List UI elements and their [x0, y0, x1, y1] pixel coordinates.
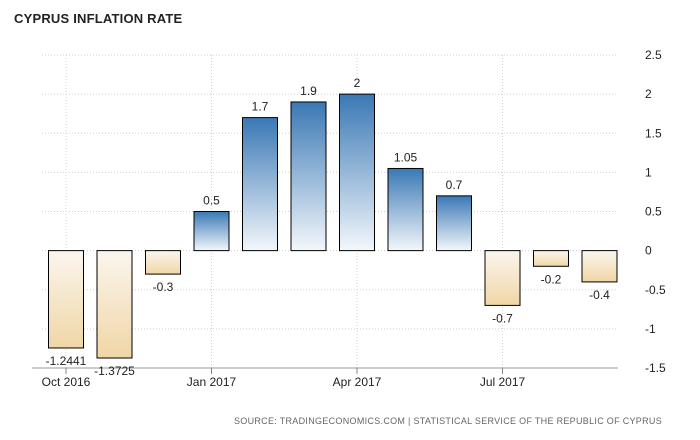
data-label: 1.05: [394, 150, 418, 164]
x-axis-ticks: Oct 2016 Jan 2017 Apr 2017 Jul 2017: [42, 368, 526, 389]
y-tick-label: 2: [645, 87, 652, 101]
data-label: -0.2: [541, 272, 562, 286]
data-labels-group: -1.2441 -1.3725 -0.3 0.5 1.7 1.9 2 1.05 0.7 -0.7 -…: [46, 76, 611, 378]
y-tick-label: 2.5: [645, 48, 662, 62]
data-label: 2: [354, 76, 361, 90]
bar: [48, 250, 84, 349]
y-tick-label: -0.5: [645, 283, 666, 297]
y-tick-label: -1.5: [645, 361, 666, 375]
bar: [533, 250, 569, 267]
bar: [193, 211, 230, 252]
y-tick-label: 1: [645, 165, 652, 179]
x-tick-label: Apr 2017: [333, 375, 382, 389]
bars-group: [48, 93, 618, 359]
bar: [387, 167, 424, 252]
chart-title: CYPRUS INFLATION RATE: [14, 11, 183, 26]
y-tick-label: 1.5: [645, 126, 662, 140]
bar: [290, 101, 327, 252]
bar: [436, 195, 472, 252]
data-label: 1.7: [252, 100, 269, 114]
y-tick-label: 0.5: [645, 205, 662, 219]
bar: [339, 93, 375, 252]
data-label: -1.3725: [94, 364, 135, 378]
y-tick-label: -1: [645, 322, 656, 336]
bar: [145, 250, 181, 275]
bar: [96, 250, 133, 359]
bar: [581, 250, 618, 283]
data-label: 0.5: [203, 194, 220, 208]
data-label: -0.3: [153, 280, 174, 294]
bar: [484, 250, 521, 306]
source-note: SOURCE: TRADINGECONOMICS.COM | STATISTIC…: [233, 416, 662, 426]
x-tick-label: Oct 2016: [42, 375, 91, 389]
x-tick-label: Jan 2017: [187, 375, 237, 389]
x-tick-label: Jul 2017: [480, 375, 526, 389]
bar: [242, 117, 278, 252]
data-label: -0.4: [589, 288, 610, 302]
data-label: 1.9: [300, 84, 317, 98]
y-axis-ticks: 2.5 2 1.5 1 0.5 0 -0.5 -1 -1.5: [645, 48, 666, 375]
y-tick-label: 0: [645, 244, 652, 258]
data-label: -0.7: [492, 311, 513, 325]
data-label: 0.7: [446, 178, 463, 192]
data-label: -1.2441: [46, 354, 87, 368]
